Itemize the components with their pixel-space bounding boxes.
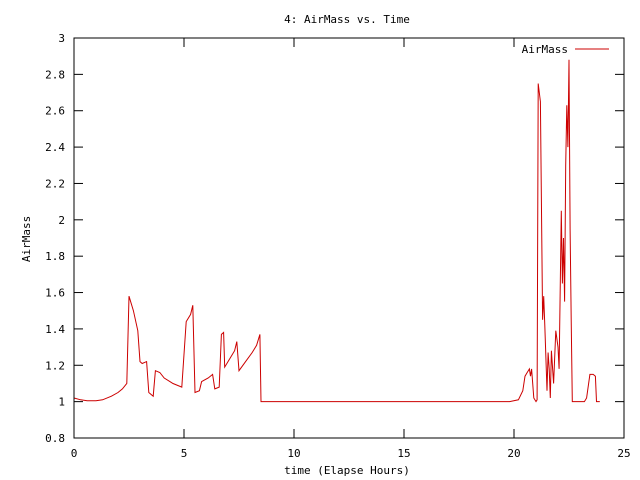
y-tick-label: 2.8 <box>45 68 65 81</box>
y-tick-label: 0.8 <box>45 432 65 445</box>
legend-label: AirMass <box>522 43 568 56</box>
y-tick-label: 1.8 <box>45 250 65 263</box>
y-tick-label: 3 <box>58 32 65 45</box>
y-tick-label: 2.2 <box>45 177 65 190</box>
y-tick-label: 1.2 <box>45 359 65 372</box>
legend: AirMass <box>522 43 609 56</box>
y-tick-label: 1.6 <box>45 287 65 300</box>
y-tick-label: 2.4 <box>45 141 65 154</box>
chart-title: 4: AirMass vs. Time <box>284 13 410 26</box>
x-tick-label: 15 <box>397 447 410 460</box>
x-axis-label: time (Elapse Hours) <box>284 464 410 477</box>
y-tick-label: 1.4 <box>45 323 65 336</box>
series-line-airmass <box>73 59 600 403</box>
y-tick-label: 2 <box>58 214 65 227</box>
x-tick-label: 10 <box>287 447 300 460</box>
y-tick-label: 2.6 <box>45 105 65 118</box>
x-tick-label: 5 <box>181 447 188 460</box>
y-tick-label: 1 <box>58 396 65 409</box>
x-tick-label: 25 <box>617 447 630 460</box>
x-tick-label: 20 <box>507 447 520 460</box>
plot-frame <box>73 37 625 439</box>
y-axis-label: AirMass <box>20 216 33 262</box>
x-tick-label: 0 <box>71 447 78 460</box>
series-layer <box>73 59 600 403</box>
axis-ticks: 0.8 1 1.2 1.4 1.6 1.8 2 2.2 2.4 2.6 2.8 3 0 5 10 15 20 25 <box>45 32 631 460</box>
